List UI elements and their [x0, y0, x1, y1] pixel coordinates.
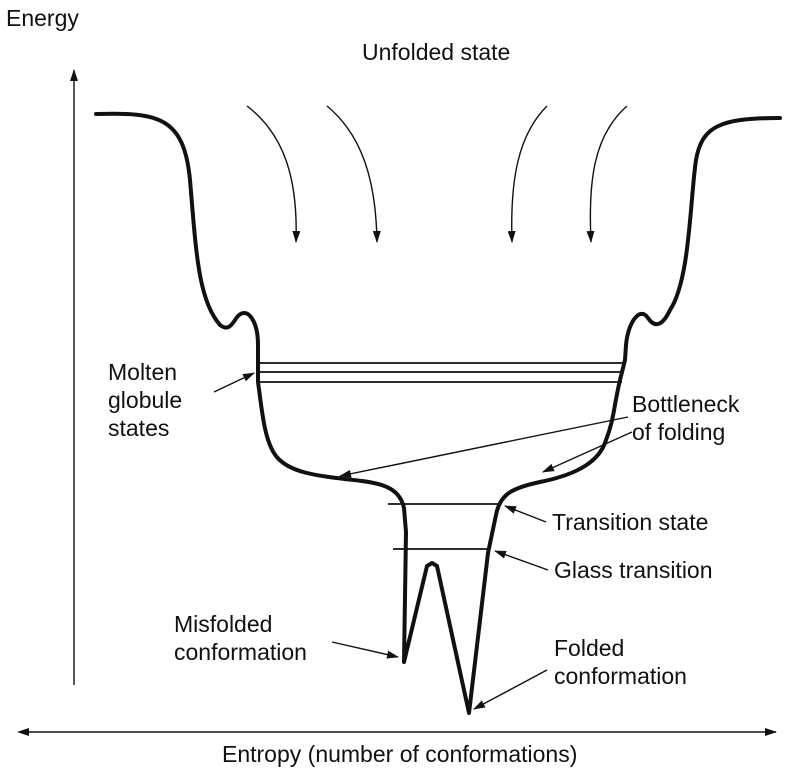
- down-flow-arrow: [586, 105, 628, 243]
- entropy-axis-label: Entropy (number of conformations): [222, 741, 577, 767]
- glass-transition-pointer: [494, 550, 549, 571]
- down-flow-arrow: [246, 105, 301, 243]
- misfolded-label: Misfolded: [174, 611, 272, 637]
- bottleneck-label: Bottleneck: [632, 391, 740, 417]
- molten-globule-label: states: [108, 415, 169, 441]
- folded-label: Folded: [554, 635, 624, 661]
- energy-axis-label: Energy: [6, 5, 79, 31]
- transition-state-label: Transition state: [552, 509, 708, 535]
- down-flow-arrow: [326, 105, 381, 243]
- transition-state-pointer: [504, 505, 547, 523]
- folded-pointer: [473, 669, 548, 710]
- misfolded-pointer: [331, 641, 399, 659]
- bottleneck-label: of folding: [632, 419, 725, 445]
- folded-label: conformation: [554, 663, 687, 689]
- glass-transition-label: Glass transition: [554, 557, 713, 583]
- bottleneck-pointer: [339, 416, 629, 478]
- down-flow-arrow: [507, 105, 548, 243]
- unfolded-state-label: Unfolded state: [362, 39, 510, 65]
- bottleneck-pointer: [542, 431, 633, 473]
- misfolded-label: conformation: [174, 639, 307, 665]
- molten-globule-label: globule: [108, 387, 182, 413]
- energy-funnel-outline: [94, 111, 782, 715]
- molten-globule-label: Molten: [108, 359, 177, 385]
- molten-globule-pointer: [213, 372, 255, 393]
